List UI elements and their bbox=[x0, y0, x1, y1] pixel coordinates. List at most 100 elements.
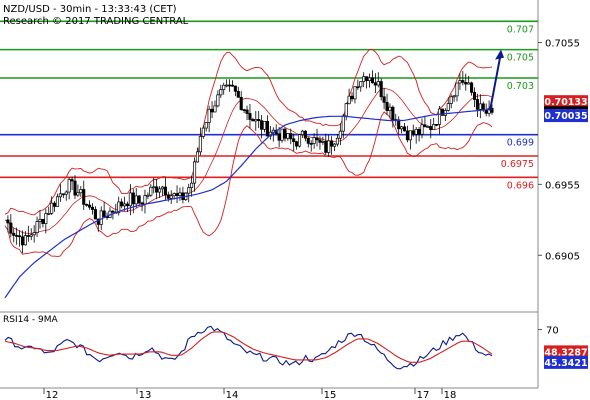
candle-50 bbox=[149, 184, 153, 197]
candle-body bbox=[435, 124, 439, 126]
candlesticks bbox=[6, 70, 494, 254]
candle-body bbox=[137, 195, 141, 204]
candle-body bbox=[201, 127, 205, 137]
candle-body bbox=[32, 232, 36, 236]
candle-142 bbox=[417, 127, 421, 142]
candle-30 bbox=[90, 203, 95, 215]
candle-body bbox=[70, 179, 74, 182]
candle-153 bbox=[449, 94, 453, 109]
candle-155 bbox=[455, 82, 459, 102]
candle-124 bbox=[365, 76, 369, 89]
candle-body bbox=[120, 201, 124, 207]
candle-146 bbox=[429, 119, 433, 139]
candle-body bbox=[76, 192, 80, 196]
price-tick-label-1: 0.6955 bbox=[545, 180, 580, 191]
candle-59 bbox=[175, 185, 179, 204]
candle-body bbox=[359, 81, 363, 88]
candle-body bbox=[35, 221, 39, 233]
candle-34 bbox=[102, 201, 106, 218]
candle-body bbox=[58, 193, 62, 198]
candle-143 bbox=[420, 118, 424, 139]
candle-body bbox=[356, 86, 360, 89]
candle-156 bbox=[458, 73, 462, 90]
candle-127 bbox=[373, 73, 377, 93]
candle-body bbox=[204, 122, 208, 129]
candle-157 bbox=[461, 71, 465, 86]
candle-1 bbox=[6, 215, 10, 233]
candle-79 bbox=[233, 85, 237, 97]
candle-body bbox=[67, 179, 71, 193]
candle-22 bbox=[67, 177, 71, 200]
candle-body bbox=[187, 187, 191, 194]
candle-43 bbox=[128, 184, 132, 216]
candle-23 bbox=[70, 176, 74, 191]
candle-body bbox=[29, 234, 33, 237]
candle-body bbox=[178, 192, 182, 196]
candle-149 bbox=[437, 106, 442, 135]
level-label-3: 0.699 bbox=[507, 138, 534, 149]
candle-68 bbox=[201, 125, 205, 139]
candle-body bbox=[251, 119, 255, 122]
candle-body bbox=[292, 138, 296, 143]
candle-24 bbox=[73, 175, 77, 200]
candle-80 bbox=[236, 86, 240, 98]
price-tick-label-2: 0.6905 bbox=[545, 251, 580, 262]
candle-body bbox=[411, 130, 415, 135]
candle-151 bbox=[443, 108, 447, 122]
candle-body bbox=[96, 218, 100, 225]
candle-33 bbox=[99, 206, 103, 230]
candle-103 bbox=[303, 130, 307, 142]
candle-123 bbox=[362, 72, 366, 88]
candle-37 bbox=[111, 209, 115, 220]
candle-body bbox=[405, 130, 409, 141]
candle-body bbox=[64, 191, 68, 195]
candle-body bbox=[222, 84, 226, 90]
candle-body bbox=[365, 76, 369, 81]
candle-96 bbox=[283, 127, 287, 142]
candle-117 bbox=[344, 102, 348, 121]
candle-body bbox=[300, 130, 304, 135]
candle-body bbox=[309, 143, 313, 145]
candle-47 bbox=[140, 201, 144, 212]
candle-21 bbox=[64, 190, 68, 201]
candle-49 bbox=[146, 192, 150, 200]
candle-100 bbox=[295, 140, 299, 150]
candle-28 bbox=[85, 203, 89, 207]
candle-112 bbox=[330, 136, 334, 155]
candle-99 bbox=[292, 133, 296, 152]
candle-11 bbox=[35, 216, 39, 238]
candle-body bbox=[245, 109, 249, 114]
forecast-arrow bbox=[489, 49, 504, 111]
candle-body bbox=[233, 85, 237, 92]
band-middle bbox=[4, 87, 493, 234]
candle-body bbox=[362, 76, 366, 82]
candle-body bbox=[239, 96, 243, 110]
candle-26 bbox=[79, 186, 83, 197]
price-badge-box bbox=[544, 95, 588, 109]
price-badge-box bbox=[544, 109, 588, 123]
candle-63 bbox=[187, 183, 191, 203]
candle-body bbox=[414, 129, 418, 135]
candle-5 bbox=[18, 230, 22, 247]
candle-94 bbox=[277, 126, 281, 148]
candle-body bbox=[379, 81, 383, 98]
price-badge-label: 0.70133 bbox=[544, 97, 587, 108]
candle-body bbox=[90, 206, 95, 210]
candle-body bbox=[265, 121, 270, 137]
candle-19 bbox=[58, 184, 62, 202]
candle-body bbox=[318, 139, 322, 143]
candle-body bbox=[169, 195, 173, 199]
candle-body bbox=[242, 109, 246, 111]
support-resistance-levels: 0.707 0.705 0.703 0.699 0.6975 0.696 bbox=[0, 20, 538, 191]
candle-137 bbox=[402, 123, 407, 132]
candle-66 bbox=[195, 147, 200, 163]
candle-body bbox=[193, 161, 197, 184]
candle-141 bbox=[414, 127, 418, 144]
candle-body bbox=[55, 196, 60, 207]
candle-102 bbox=[300, 129, 304, 138]
candle-body bbox=[262, 121, 267, 130]
candle-body bbox=[6, 219, 10, 224]
candle-body bbox=[160, 186, 165, 190]
